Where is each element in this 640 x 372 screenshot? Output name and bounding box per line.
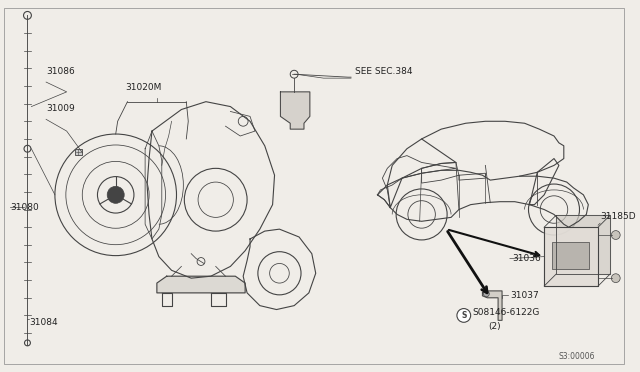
Text: 31084: 31084 xyxy=(29,318,58,327)
Text: 31036: 31036 xyxy=(512,254,541,263)
Text: 31020M: 31020M xyxy=(125,83,162,92)
Text: 31185D: 31185D xyxy=(600,212,636,221)
Text: (2): (2) xyxy=(488,322,501,331)
Circle shape xyxy=(483,291,490,297)
Polygon shape xyxy=(280,92,310,129)
Text: S3:00006: S3:00006 xyxy=(559,352,595,360)
Circle shape xyxy=(457,308,470,322)
Text: S08146-6122G: S08146-6122G xyxy=(472,308,540,317)
Text: 31009: 31009 xyxy=(46,105,75,113)
Polygon shape xyxy=(157,276,245,293)
Text: S: S xyxy=(461,311,467,320)
Text: 31080: 31080 xyxy=(10,202,38,212)
Circle shape xyxy=(611,274,620,283)
Polygon shape xyxy=(544,227,598,286)
FancyBboxPatch shape xyxy=(74,149,83,155)
Text: SEE SEC.384: SEE SEC.384 xyxy=(355,67,412,76)
Text: 31086: 31086 xyxy=(46,67,75,76)
Polygon shape xyxy=(556,215,610,274)
Circle shape xyxy=(107,186,124,203)
Polygon shape xyxy=(483,291,502,320)
FancyBboxPatch shape xyxy=(552,242,589,269)
Text: 31037: 31037 xyxy=(510,291,539,300)
Circle shape xyxy=(611,231,620,240)
